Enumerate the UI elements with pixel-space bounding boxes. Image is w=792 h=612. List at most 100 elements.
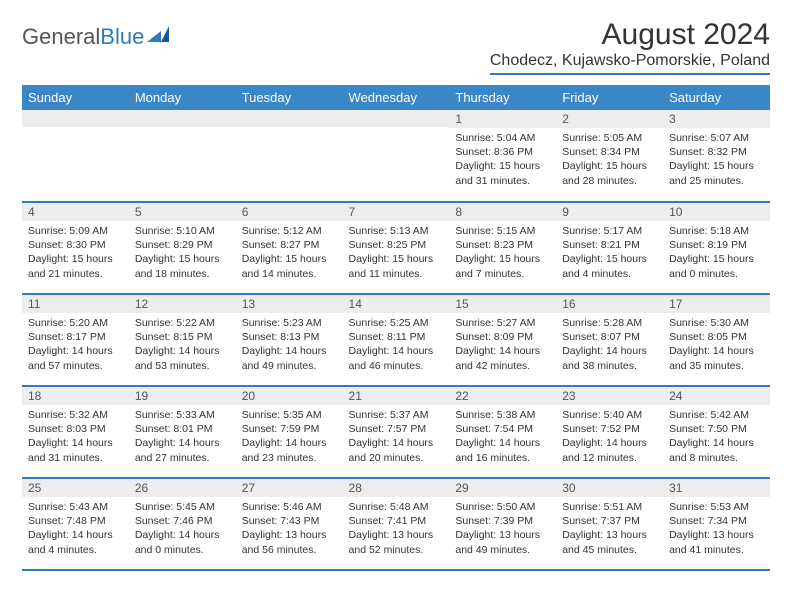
calendar-cell: 21Sunrise: 5:37 AMSunset: 7:57 PMDayligh…	[343, 386, 450, 478]
day-number: 4	[22, 203, 129, 221]
calendar-cell: 4Sunrise: 5:09 AMSunset: 8:30 PMDaylight…	[22, 202, 129, 294]
logo: GeneralBlue	[22, 18, 169, 50]
day-info: Sunrise: 5:13 AMSunset: 8:25 PMDaylight:…	[343, 221, 450, 287]
day-number: 5	[129, 203, 236, 221]
calendar-cell: 9Sunrise: 5:17 AMSunset: 8:21 PMDaylight…	[556, 202, 663, 294]
calendar-row: 1Sunrise: 5:04 AMSunset: 8:36 PMDaylight…	[22, 110, 770, 202]
calendar-cell: 1Sunrise: 5:04 AMSunset: 8:36 PMDaylight…	[449, 110, 556, 202]
calendar-cell: 22Sunrise: 5:38 AMSunset: 7:54 PMDayligh…	[449, 386, 556, 478]
day-info: Sunrise: 5:42 AMSunset: 7:50 PMDaylight:…	[663, 405, 770, 471]
calendar-cell: 19Sunrise: 5:33 AMSunset: 8:01 PMDayligh…	[129, 386, 236, 478]
calendar-cell: 15Sunrise: 5:27 AMSunset: 8:09 PMDayligh…	[449, 294, 556, 386]
location-text: Chodecz, Kujawsko-Pomorskie, Poland	[490, 52, 770, 69]
day-info: Sunrise: 5:35 AMSunset: 7:59 PMDaylight:…	[236, 405, 343, 471]
day-number	[129, 110, 236, 127]
calendar-cell: 7Sunrise: 5:13 AMSunset: 8:25 PMDaylight…	[343, 202, 450, 294]
day-number: 30	[556, 479, 663, 497]
weekday-header-row: SundayMondayTuesdayWednesdayThursdayFrid…	[22, 85, 770, 110]
calendar-cell: 14Sunrise: 5:25 AMSunset: 8:11 PMDayligh…	[343, 294, 450, 386]
calendar-cell: 25Sunrise: 5:43 AMSunset: 7:48 PMDayligh…	[22, 478, 129, 570]
calendar-cell: 29Sunrise: 5:50 AMSunset: 7:39 PMDayligh…	[449, 478, 556, 570]
calendar-cell: 16Sunrise: 5:28 AMSunset: 8:07 PMDayligh…	[556, 294, 663, 386]
day-number: 8	[449, 203, 556, 221]
day-info: Sunrise: 5:22 AMSunset: 8:15 PMDaylight:…	[129, 313, 236, 379]
day-info: Sunrise: 5:27 AMSunset: 8:09 PMDaylight:…	[449, 313, 556, 379]
day-info: Sunrise: 5:28 AMSunset: 8:07 PMDaylight:…	[556, 313, 663, 379]
day-number: 17	[663, 295, 770, 313]
calendar-body: 1Sunrise: 5:04 AMSunset: 8:36 PMDaylight…	[22, 110, 770, 570]
day-number: 10	[663, 203, 770, 221]
day-info: Sunrise: 5:15 AMSunset: 8:23 PMDaylight:…	[449, 221, 556, 287]
day-number: 1	[449, 110, 556, 128]
weekday-header: Thursday	[449, 85, 556, 110]
day-number: 16	[556, 295, 663, 313]
day-info: Sunrise: 5:05 AMSunset: 8:34 PMDaylight:…	[556, 128, 663, 194]
day-info: Sunrise: 5:20 AMSunset: 8:17 PMDaylight:…	[22, 313, 129, 379]
day-number: 14	[343, 295, 450, 313]
day-info: Sunrise: 5:09 AMSunset: 8:30 PMDaylight:…	[22, 221, 129, 287]
logo-icon	[147, 26, 169, 42]
logo-text-2: Blue	[100, 24, 144, 50]
calendar-cell: 10Sunrise: 5:18 AMSunset: 8:19 PMDayligh…	[663, 202, 770, 294]
day-number: 25	[22, 479, 129, 497]
day-number: 11	[22, 295, 129, 313]
day-number: 9	[556, 203, 663, 221]
day-number	[343, 110, 450, 127]
day-info: Sunrise: 5:12 AMSunset: 8:27 PMDaylight:…	[236, 221, 343, 287]
day-number: 12	[129, 295, 236, 313]
day-info: Sunrise: 5:46 AMSunset: 7:43 PMDaylight:…	[236, 497, 343, 563]
day-info: Sunrise: 5:18 AMSunset: 8:19 PMDaylight:…	[663, 221, 770, 287]
calendar-cell	[343, 110, 450, 202]
day-info: Sunrise: 5:17 AMSunset: 8:21 PMDaylight:…	[556, 221, 663, 287]
day-info: Sunrise: 5:51 AMSunset: 7:37 PMDaylight:…	[556, 497, 663, 563]
day-number: 2	[556, 110, 663, 128]
day-info: Sunrise: 5:40 AMSunset: 7:52 PMDaylight:…	[556, 405, 663, 471]
calendar-cell: 6Sunrise: 5:12 AMSunset: 8:27 PMDaylight…	[236, 202, 343, 294]
calendar-cell: 30Sunrise: 5:51 AMSunset: 7:37 PMDayligh…	[556, 478, 663, 570]
calendar-row: 18Sunrise: 5:32 AMSunset: 8:03 PMDayligh…	[22, 386, 770, 478]
month-title: August 2024	[490, 18, 770, 52]
day-number: 19	[129, 387, 236, 405]
calendar-cell: 20Sunrise: 5:35 AMSunset: 7:59 PMDayligh…	[236, 386, 343, 478]
calendar-cell: 8Sunrise: 5:15 AMSunset: 8:23 PMDaylight…	[449, 202, 556, 294]
day-number: 20	[236, 387, 343, 405]
calendar-cell: 12Sunrise: 5:22 AMSunset: 8:15 PMDayligh…	[129, 294, 236, 386]
calendar-row: 4Sunrise: 5:09 AMSunset: 8:30 PMDaylight…	[22, 202, 770, 294]
day-info: Sunrise: 5:48 AMSunset: 7:41 PMDaylight:…	[343, 497, 450, 563]
day-number: 3	[663, 110, 770, 128]
calendar-cell: 11Sunrise: 5:20 AMSunset: 8:17 PMDayligh…	[22, 294, 129, 386]
calendar-cell	[22, 110, 129, 202]
day-number: 6	[236, 203, 343, 221]
logo-text-1: General	[22, 24, 100, 50]
weekday-header: Monday	[129, 85, 236, 110]
calendar-cell: 18Sunrise: 5:32 AMSunset: 8:03 PMDayligh…	[22, 386, 129, 478]
day-number	[236, 110, 343, 127]
calendar-cell: 17Sunrise: 5:30 AMSunset: 8:05 PMDayligh…	[663, 294, 770, 386]
day-info: Sunrise: 5:45 AMSunset: 7:46 PMDaylight:…	[129, 497, 236, 563]
day-info: Sunrise: 5:43 AMSunset: 7:48 PMDaylight:…	[22, 497, 129, 563]
day-number: 28	[343, 479, 450, 497]
day-number: 26	[129, 479, 236, 497]
day-info: Sunrise: 5:30 AMSunset: 8:05 PMDaylight:…	[663, 313, 770, 379]
title-block: August 2024 Chodecz, Kujawsko-Pomorskie,…	[490, 18, 770, 75]
calendar-row: 25Sunrise: 5:43 AMSunset: 7:48 PMDayligh…	[22, 478, 770, 570]
calendar-table: SundayMondayTuesdayWednesdayThursdayFrid…	[22, 85, 770, 571]
calendar-cell: 27Sunrise: 5:46 AMSunset: 7:43 PMDayligh…	[236, 478, 343, 570]
day-number: 21	[343, 387, 450, 405]
calendar-cell	[236, 110, 343, 202]
day-number: 24	[663, 387, 770, 405]
day-info: Sunrise: 5:38 AMSunset: 7:54 PMDaylight:…	[449, 405, 556, 471]
day-info: Sunrise: 5:10 AMSunset: 8:29 PMDaylight:…	[129, 221, 236, 287]
day-info: Sunrise: 5:50 AMSunset: 7:39 PMDaylight:…	[449, 497, 556, 563]
day-number: 13	[236, 295, 343, 313]
day-number: 22	[449, 387, 556, 405]
weekday-header: Tuesday	[236, 85, 343, 110]
day-number: 27	[236, 479, 343, 497]
weekday-header: Saturday	[663, 85, 770, 110]
location-underline: Chodecz, Kujawsko-Pomorskie, Poland	[490, 52, 770, 75]
calendar-cell: 23Sunrise: 5:40 AMSunset: 7:52 PMDayligh…	[556, 386, 663, 478]
day-info: Sunrise: 5:32 AMSunset: 8:03 PMDaylight:…	[22, 405, 129, 471]
page-header: GeneralBlue August 2024 Chodecz, Kujawsk…	[22, 18, 770, 75]
calendar-cell	[129, 110, 236, 202]
day-info: Sunrise: 5:04 AMSunset: 8:36 PMDaylight:…	[449, 128, 556, 194]
